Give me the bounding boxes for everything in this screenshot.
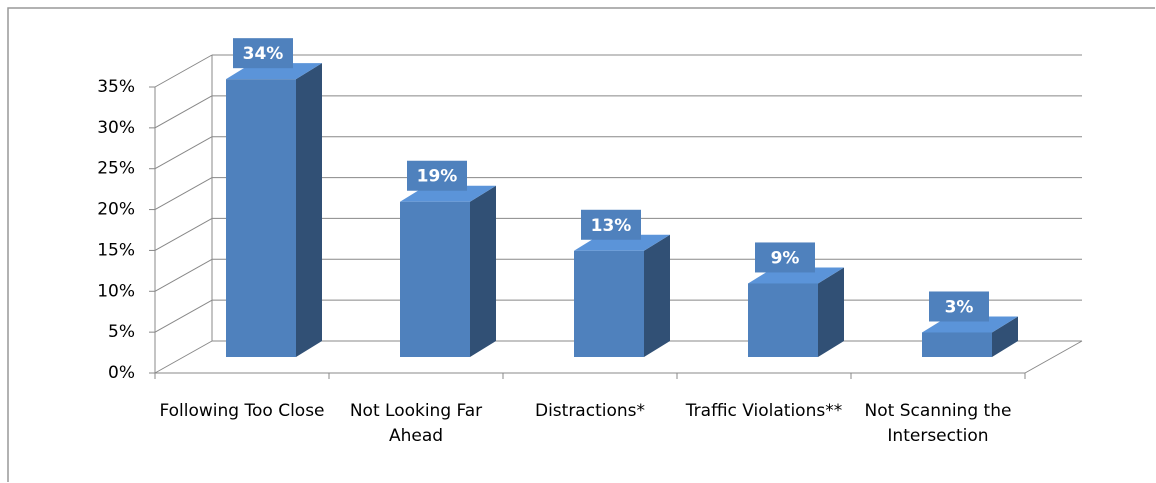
grid-line-side bbox=[154, 95, 213, 129]
grid-line-side bbox=[154, 177, 213, 211]
value-label-box bbox=[233, 38, 293, 69]
frame bbox=[7, 7, 1155, 482]
bar-side bbox=[644, 234, 670, 357]
grid-line-side bbox=[154, 54, 213, 88]
bar bbox=[748, 283, 818, 357]
bar bbox=[400, 201, 470, 357]
y-tick-label: 20% bbox=[97, 200, 135, 220]
bar bbox=[922, 332, 992, 357]
x-tick-label: Not Scanning the Intersection bbox=[864, 401, 1012, 446]
x-tick-label: Following Too Close bbox=[159, 401, 325, 421]
y-tick-label: 15% bbox=[97, 240, 135, 260]
y-tick-label: 5% bbox=[108, 322, 135, 342]
value-label: 13% bbox=[591, 216, 632, 236]
x-tick-label: Not Looking Far Ahead bbox=[349, 401, 483, 446]
bar-side bbox=[296, 63, 322, 358]
floor-right bbox=[1024, 340, 1083, 374]
value-label: 34% bbox=[243, 44, 284, 64]
value-label-box bbox=[407, 160, 467, 191]
bar-side bbox=[818, 267, 844, 357]
value-label: 19% bbox=[417, 167, 458, 187]
grid-line-side bbox=[154, 258, 213, 292]
value-label: 9% bbox=[771, 248, 800, 268]
y-tick-label: 10% bbox=[97, 281, 135, 301]
value-label-box bbox=[755, 242, 815, 273]
y-tick-label: 30% bbox=[97, 118, 135, 138]
grid-line-side bbox=[154, 340, 213, 374]
y-tick-label: 25% bbox=[97, 159, 135, 179]
bar bbox=[226, 79, 296, 358]
y-tick-label: 0% bbox=[108, 363, 135, 383]
bar bbox=[574, 250, 644, 357]
bar-side bbox=[470, 185, 496, 357]
x-tick-label: Distractions* bbox=[534, 401, 645, 421]
y-tick-label: 35% bbox=[97, 77, 135, 97]
value-label-box bbox=[929, 291, 989, 322]
value-label: 3% bbox=[945, 297, 974, 317]
grid-line-side bbox=[154, 136, 213, 170]
x-tick-label: Traffic Violations** bbox=[685, 401, 843, 421]
value-label-box bbox=[581, 209, 641, 240]
grid-line-side bbox=[154, 299, 213, 333]
bar-side bbox=[992, 316, 1018, 357]
grid-line-side bbox=[154, 217, 213, 251]
